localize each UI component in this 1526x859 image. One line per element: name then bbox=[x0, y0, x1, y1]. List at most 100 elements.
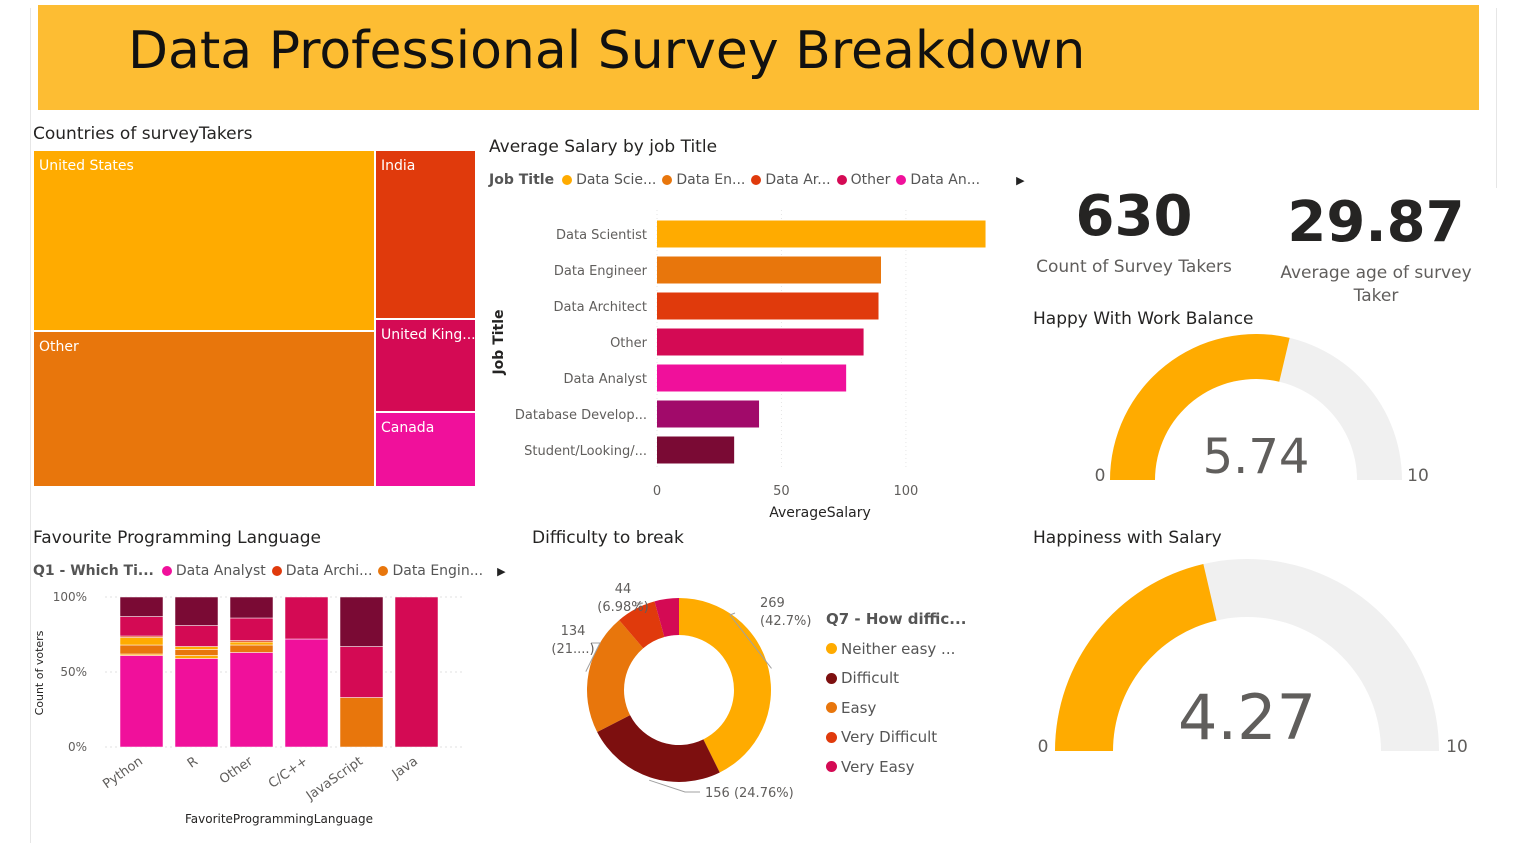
bar bbox=[657, 400, 760, 428]
donut-data-label: 269 bbox=[760, 596, 785, 611]
y-tick-label: Data Engineer bbox=[554, 264, 648, 279]
languages-stacked-bar-chart: 100% 50% 0% Python R Other C/C++JavaScript Java… bbox=[33, 590, 462, 826]
stacked-bar-segment bbox=[174, 649, 219, 656]
treemap-cell-india[interactable]: India bbox=[375, 150, 476, 319]
stacked-bar-segment bbox=[339, 697, 384, 748]
bar bbox=[657, 292, 879, 320]
legend-next-icon[interactable]: ▶ bbox=[497, 564, 506, 578]
header-banner: Data Professional Survey Breakdown bbox=[38, 5, 1479, 110]
legend-item[interactable]: Easy bbox=[826, 693, 966, 723]
salary-happiness-title: Happiness with Salary bbox=[1033, 528, 1222, 548]
donut-data-label: 44 bbox=[615, 582, 632, 597]
difficulty-title: Difficulty to break bbox=[532, 528, 684, 548]
donut-slice bbox=[654, 598, 679, 637]
stacked-bar-segment bbox=[174, 646, 219, 650]
bar bbox=[657, 220, 986, 248]
legend-item[interactable]: Data Archi... bbox=[271, 563, 373, 579]
salary-bar-chart: 0 50 100 Data Scientist Data Engineer Data Ar… bbox=[491, 210, 986, 521]
count-kpi-label: Count of Survey Takers bbox=[1036, 257, 1232, 277]
treemap-label: Canada bbox=[381, 420, 435, 436]
legend-item[interactable]: Data Analyst bbox=[161, 563, 266, 579]
legend-dot bbox=[271, 566, 282, 576]
legend-item[interactable]: Data Scie... bbox=[562, 172, 656, 188]
stacked-bar-segment bbox=[284, 596, 329, 640]
y-tick-label: Student/Looking/... bbox=[524, 444, 647, 459]
age-kpi-value: 29.87 bbox=[1287, 190, 1465, 255]
work-balance-title: Happy With Work Balance bbox=[1033, 309, 1254, 329]
legend-item[interactable]: Neither easy ... bbox=[826, 634, 966, 664]
stacked-bar-segment bbox=[229, 596, 274, 619]
legend-dot bbox=[826, 643, 837, 655]
difficulty-legend: Q7 - How diffic... Neither easy ... Diff… bbox=[826, 610, 966, 782]
stacked-bar-segment bbox=[394, 596, 439, 748]
gauge-max-label: 10 bbox=[1446, 737, 1468, 757]
gauge-fill bbox=[1110, 334, 1290, 480]
stacked-bar-segment bbox=[119, 616, 164, 637]
x-tick-label: Other bbox=[217, 754, 256, 788]
difficulty-legend-title: Q7 - How diffic... bbox=[826, 610, 967, 628]
legend-label: Data Analyst bbox=[175, 563, 266, 579]
x-tick-label: Python bbox=[100, 754, 146, 792]
legend-dot bbox=[751, 175, 762, 185]
treemap-label: United King... bbox=[381, 327, 476, 343]
x-tick-label: JavaScript bbox=[303, 754, 366, 804]
legend-item[interactable]: Other bbox=[836, 172, 891, 188]
y-axis-title: Count of voters bbox=[33, 630, 46, 715]
gauge-value-label: 5.74 bbox=[1203, 429, 1310, 485]
donut-data-label: (6.98%) bbox=[597, 600, 648, 615]
y-tick-label: Database Develop... bbox=[515, 408, 647, 423]
legend-label: Very Difficult bbox=[841, 728, 938, 747]
stacked-bar-segment bbox=[229, 644, 274, 653]
stacked-bar-segment bbox=[229, 652, 274, 748]
legend-item[interactable]: Data An... bbox=[896, 172, 980, 188]
legend-item[interactable]: Very Easy bbox=[826, 752, 966, 782]
legend-item[interactable]: Data Ar... bbox=[751, 172, 831, 188]
legend-dot bbox=[378, 566, 389, 576]
page-frame-left bbox=[30, 8, 31, 843]
legend-next-icon[interactable]: ▶ bbox=[1016, 173, 1025, 187]
count-kpi-value: 630 bbox=[1075, 184, 1193, 249]
donut-data-label: (42.7%) bbox=[760, 614, 811, 629]
legend-item[interactable]: Data En... bbox=[662, 172, 745, 188]
page-frame-right bbox=[1496, 8, 1497, 188]
legend-label: Data Engin... bbox=[392, 563, 484, 579]
stacked-bar-segment bbox=[229, 641, 274, 646]
y-axis-title: Job Title bbox=[491, 309, 507, 375]
languages-legend: Q1 - Which Ti... Data Analyst Data Archi… bbox=[33, 563, 506, 579]
y-tick-label: 100% bbox=[53, 590, 87, 604]
legend-label: Data An... bbox=[910, 172, 981, 188]
bar bbox=[657, 256, 881, 284]
salary-legend-title: Job Title bbox=[489, 172, 555, 188]
stacked-bar-segment bbox=[339, 646, 384, 698]
y-tick-label: Data Analyst bbox=[564, 372, 647, 387]
legend-label: Data En... bbox=[676, 172, 746, 188]
x-tick-label: 100 bbox=[893, 484, 918, 499]
salary-happiness-gauge: 4.27 0 10 bbox=[1038, 559, 1468, 757]
legend-label: Data Archi... bbox=[285, 563, 373, 579]
legend-item[interactable]: Data Engin... bbox=[378, 563, 483, 579]
stacked-bar-segment bbox=[174, 655, 219, 659]
donut-slice bbox=[679, 598, 771, 773]
treemap-label: United States bbox=[39, 158, 134, 174]
legend-label: Neither easy ... bbox=[841, 639, 956, 658]
treemap-cell-united-kingdom[interactable]: United King... bbox=[375, 319, 476, 412]
treemap-cell-united-states[interactable]: United States bbox=[33, 150, 375, 331]
legend-item[interactable]: Difficult bbox=[826, 664, 966, 694]
x-axis-title: FavoriteProgrammingLanguage bbox=[185, 812, 373, 826]
legend-label: Other bbox=[850, 172, 891, 188]
gauge-max-label: 10 bbox=[1407, 466, 1429, 486]
data-label-leader bbox=[585, 642, 601, 672]
treemap-cell-canada[interactable]: Canada bbox=[375, 412, 476, 487]
bar bbox=[657, 436, 735, 464]
legend-label: Easy bbox=[841, 698, 877, 717]
x-tick-label: 0 bbox=[653, 484, 661, 499]
salary-legend: Job Title Data Scie... Data En... Data A… bbox=[489, 172, 1025, 188]
gauge-value-label: 4.27 bbox=[1178, 681, 1316, 754]
gauge-fill bbox=[1055, 564, 1217, 751]
countries-treemap: United States Other India United King...… bbox=[33, 150, 476, 487]
legend-dot bbox=[826, 731, 837, 743]
y-tick-label: Other bbox=[610, 336, 648, 351]
legend-item[interactable]: Very Difficult bbox=[826, 723, 966, 753]
treemap-cell-other[interactable]: Other bbox=[33, 331, 375, 487]
countries-title: Countries of surveyTakers bbox=[33, 124, 253, 144]
